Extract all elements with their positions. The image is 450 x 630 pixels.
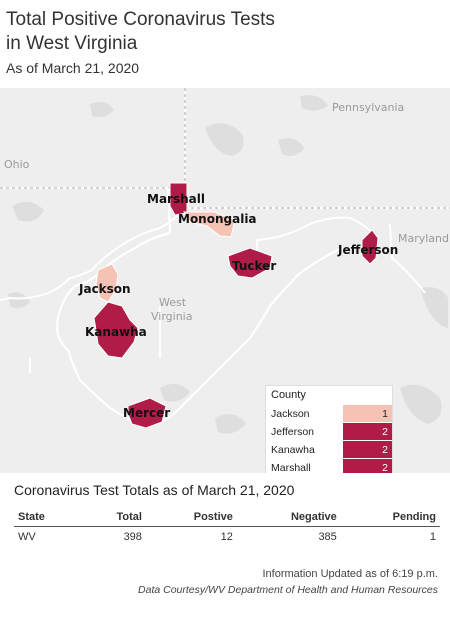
cell-total: 398 [123,531,142,543]
title-line-1: Total Positive Coronavirus Tests [6,9,275,30]
data-credit: Data Courtesy/WV Department of Health an… [138,584,438,596]
pennsylvania-label: Pennsylvania [332,101,404,114]
cell-state: WV [18,531,36,543]
legend-county-value: 2 [343,423,392,441]
county-shape-marshall[interactable] [169,182,188,216]
legend-county-value: 1 [343,405,392,423]
legend-rows: Jackson1Jefferson2Kanawha2Marshall2Merce… [266,405,392,473]
column-header-state: State [14,508,82,527]
county-shapes [93,182,379,429]
title-line-2: in West Virginia [6,33,138,54]
legend-row-marshall: Marshall 2 [266,459,392,473]
virginia-label: Virginia [151,310,192,323]
county-shape-kanawha[interactable] [93,301,139,359]
county-shape-monongalia[interactable] [183,211,236,238]
legend-row-jackson: Jackson 1 [266,405,392,423]
dashed-boundaries [0,88,450,209]
updated-note: Information Updated as of 6:19 p.m. [262,568,439,580]
west-label: West [159,296,187,309]
legend-county-name: Marshall [271,462,311,473]
county-label-monongalia: Monongalia [178,212,257,226]
legend-county-name: Jackson [271,408,310,420]
totals-section-title: Coronavirus Test Totals as of March 21, … [14,482,295,498]
column-header-total: Total [81,508,146,527]
maryland-label: Maryland [398,232,449,245]
page-subtitle: As of March 21, 2020 [6,60,140,76]
county-shape-tucker[interactable] [227,247,273,279]
legend-county-value: 2 [343,459,392,473]
county-shape-mercer[interactable] [127,397,167,429]
column-header-positive: Postive [145,508,237,527]
totals-table: State Total Postive Negative Pending WV … [14,508,440,547]
county-label-tucker: Tucker [232,259,276,273]
county-label-marshall: Marshall [147,192,205,206]
column-header-pending: Pending [340,508,440,527]
county-label-kanawha: Kanawha [85,325,147,339]
county-shape-jackson[interactable] [95,263,119,303]
county-label-mercer: Mercer [123,406,170,420]
legend-title: County [271,389,306,401]
legend-county-value: 2 [343,441,392,459]
table-row: WV 398 12 385 1 [14,527,440,548]
cell-pending: 1 [429,531,436,543]
cell-positive: 12 [220,531,233,543]
legend-county-name: Kanawha [271,444,315,456]
county-label-jackson: Jackson [78,282,131,296]
county-label-jefferson: Jefferson [337,243,398,257]
column-header-negative: Negative [236,508,341,527]
map-svg: Pennsylvania Ohio Maryland West Virginia… [0,88,450,473]
legend-row-kanawha: Kanawha 2 [266,441,392,459]
legend-row-jefferson: Jefferson 2 [266,423,392,441]
cell-negative: 385 [318,531,337,543]
legend-county-name: Jefferson [271,426,314,438]
page-title: Total Positive Coronavirus Tests in West… [6,8,275,56]
totals-header-row: State Total Postive Negative Pending [14,508,440,527]
water-features [8,95,448,434]
county-shape-jefferson[interactable] [361,229,379,265]
ohio-label: Ohio [4,158,30,171]
county-legend: County Jackson 1 Jefferson 2 Kanawha 2 Marshal… [265,385,393,473]
map-area[interactable]: Pennsylvania Ohio Maryland West Virginia… [0,88,450,473]
